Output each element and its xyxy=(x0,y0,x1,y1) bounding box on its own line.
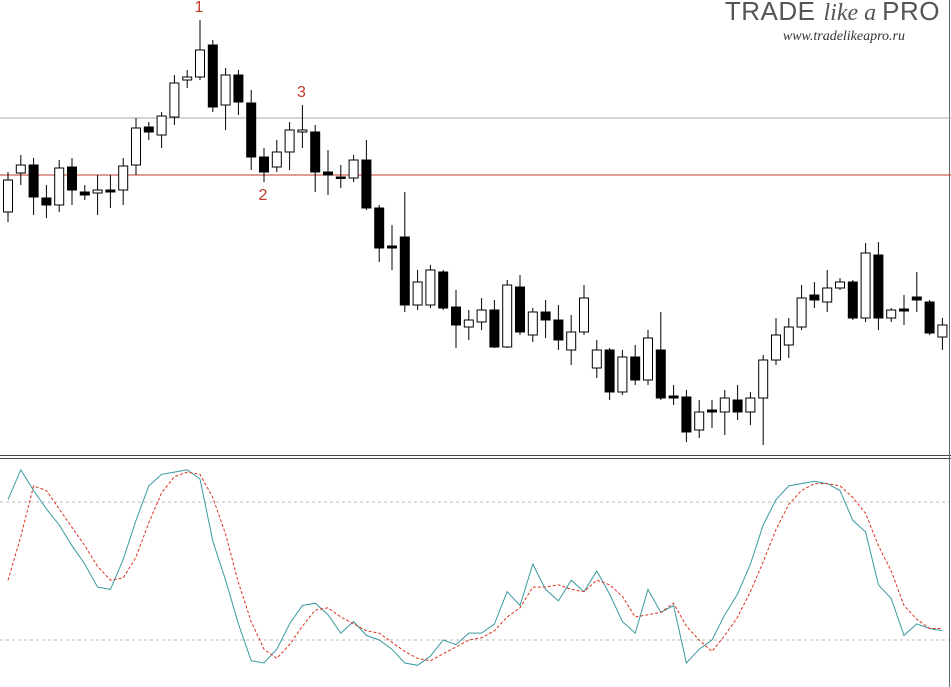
candle-body xyxy=(899,308,909,312)
candle-body xyxy=(771,334,781,361)
candle-body xyxy=(604,349,615,393)
candle-body xyxy=(271,151,282,168)
candle-body xyxy=(387,245,397,249)
candle-body xyxy=(425,269,436,306)
candle-body xyxy=(169,82,180,118)
candle-body xyxy=(886,309,897,319)
logo-text: TRADE like a PRO xyxy=(725,0,940,26)
candle-body xyxy=(566,331,577,351)
candle-body xyxy=(207,44,218,108)
candle-body xyxy=(540,311,551,321)
oscillator-line xyxy=(7,471,943,662)
candle-body xyxy=(668,395,679,399)
candle-body xyxy=(451,306,461,326)
candle-body xyxy=(28,164,39,198)
candle-body xyxy=(438,271,449,309)
candle-body xyxy=(655,349,666,399)
candle-body xyxy=(681,396,692,433)
logo-url: www.tradelikeapro.ru xyxy=(783,29,905,44)
candle-body xyxy=(182,76,193,81)
candle-body xyxy=(822,287,833,303)
candle-body xyxy=(463,319,474,328)
candle-body xyxy=(707,409,717,413)
candle-body xyxy=(527,311,538,336)
candle-body xyxy=(591,349,602,369)
logo: TRADE like a PRO www.tradelikeapro.ru xyxy=(725,0,940,44)
logo-part: TRADE xyxy=(725,0,816,26)
candle-body xyxy=(399,236,410,306)
candle-body xyxy=(694,411,705,431)
candle-body xyxy=(732,399,743,413)
candle-body xyxy=(195,49,205,78)
candle-body xyxy=(67,166,77,191)
candle-body xyxy=(476,309,487,323)
candle-body xyxy=(54,167,65,206)
candle-body xyxy=(3,179,13,213)
candle-body xyxy=(259,156,269,173)
annotation: 3 xyxy=(297,84,306,101)
candle-body xyxy=(937,324,948,338)
candle-body xyxy=(911,296,922,301)
candle-body xyxy=(809,294,820,301)
candle-body xyxy=(924,301,935,334)
candle-body xyxy=(79,191,90,196)
candle-body xyxy=(131,127,141,166)
annotation: 1 xyxy=(195,0,204,16)
candle-body xyxy=(579,297,589,333)
candle-body xyxy=(297,129,308,133)
annotation: 2 xyxy=(259,187,268,204)
candle-body xyxy=(92,189,103,194)
candle-body xyxy=(156,115,167,136)
candle-body xyxy=(412,281,423,306)
candle-body xyxy=(335,176,346,179)
candle-body xyxy=(118,165,129,191)
candle-body xyxy=(143,126,154,133)
candle-body xyxy=(374,207,385,249)
candle-body xyxy=(15,164,26,174)
candle-body xyxy=(310,131,321,173)
logo-part: PRO xyxy=(882,0,940,26)
candle-body xyxy=(361,159,372,209)
candle-body xyxy=(630,356,641,381)
oscillator-line xyxy=(7,468,943,666)
candle-body xyxy=(220,74,231,106)
candle-body xyxy=(233,74,244,103)
candle-body xyxy=(617,356,628,393)
candle-body xyxy=(745,397,756,413)
candle-body xyxy=(796,297,807,328)
candle-body xyxy=(860,252,871,319)
candle-body xyxy=(719,397,730,413)
candle-body xyxy=(758,359,769,399)
candle-body xyxy=(873,254,884,319)
candle-body xyxy=(783,326,794,346)
candle-body xyxy=(502,284,513,348)
candle-body xyxy=(643,337,653,381)
candle-body xyxy=(323,171,333,176)
candle-body xyxy=(835,281,845,289)
candle-body xyxy=(105,189,116,193)
candle-body xyxy=(41,197,52,206)
candle-body xyxy=(284,129,295,153)
candle-body xyxy=(246,102,257,158)
candle-body xyxy=(489,309,500,348)
candle-body xyxy=(515,286,525,333)
candle-body xyxy=(348,159,359,179)
candle-body xyxy=(553,319,564,341)
logo-part: like a xyxy=(824,0,877,26)
candle-body xyxy=(847,281,858,319)
